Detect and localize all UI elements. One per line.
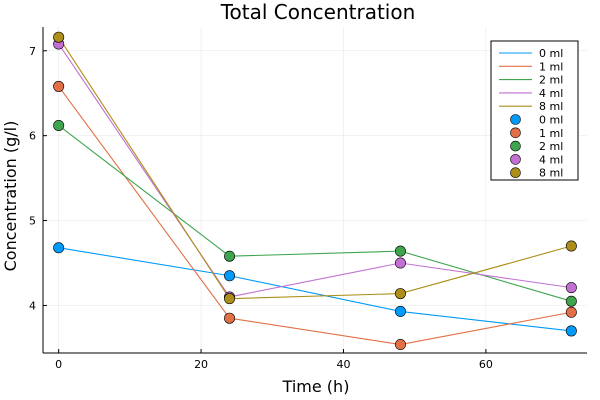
series-points — [53, 31, 577, 351]
series-line — [58, 43, 572, 298]
data-point — [565, 295, 577, 307]
series-line — [58, 36, 572, 300]
data-point — [224, 312, 236, 324]
legend-label: 8 ml — [539, 167, 563, 180]
legend-label: 1 ml — [539, 60, 563, 73]
legend-marker-swatch — [510, 167, 521, 178]
data-point — [53, 80, 65, 92]
y-tick-label: 4 — [29, 299, 36, 312]
data-point — [394, 288, 406, 300]
legend-marker-swatch — [510, 114, 521, 125]
series-line — [58, 86, 572, 346]
y-tick-label: 7 — [29, 45, 36, 58]
data-point — [565, 325, 577, 337]
data-point — [53, 119, 65, 131]
y-axis-label: Concentration (g/l) — [1, 121, 20, 272]
y-tick-label: 5 — [29, 215, 36, 228]
series-lines — [58, 36, 572, 346]
data-point — [394, 339, 406, 351]
data-point — [53, 31, 65, 43]
x-tick-label: 60 — [479, 358, 493, 371]
legend-label: 1 ml — [539, 127, 563, 140]
legend-label: 8 ml — [539, 100, 563, 113]
legend-box — [490, 40, 579, 181]
legend-marker-swatch — [510, 127, 521, 139]
legend-label: 2 ml — [539, 140, 563, 153]
data-point — [565, 240, 577, 252]
data-point — [224, 293, 236, 305]
x-tick-label: 20 — [194, 358, 208, 371]
data-point — [224, 270, 236, 282]
data-point — [53, 242, 65, 254]
x-tick-label: 0 — [55, 358, 62, 371]
x-axis-label: Time (h) — [282, 377, 350, 396]
chart-title: Total Concentration — [220, 0, 416, 24]
series-line — [58, 247, 572, 332]
y-tick-label: 6 — [29, 130, 36, 143]
data-point — [394, 305, 406, 317]
legend: 0 ml1 ml2 ml4 ml8 ml0 ml1 ml2 ml4 ml8 ml — [490, 40, 579, 181]
legend-label: 0 ml — [539, 114, 563, 127]
legend-label: 0 ml — [539, 47, 563, 60]
data-point — [224, 250, 236, 262]
legend-marker-swatch — [510, 154, 521, 165]
series-line — [58, 125, 572, 302]
legend-label: 4 ml — [539, 87, 563, 100]
data-point — [394, 245, 406, 257]
x-tick-label: 40 — [336, 358, 350, 371]
legend-label: 4 ml — [539, 153, 563, 166]
axes: 0 20 40 60 4 5 6 7 — [29, 27, 587, 371]
data-point — [565, 282, 577, 294]
data-point — [565, 306, 577, 318]
data-point — [394, 257, 406, 269]
legend-label: 2 ml — [539, 74, 563, 87]
legend-marker-swatch — [510, 140, 521, 152]
